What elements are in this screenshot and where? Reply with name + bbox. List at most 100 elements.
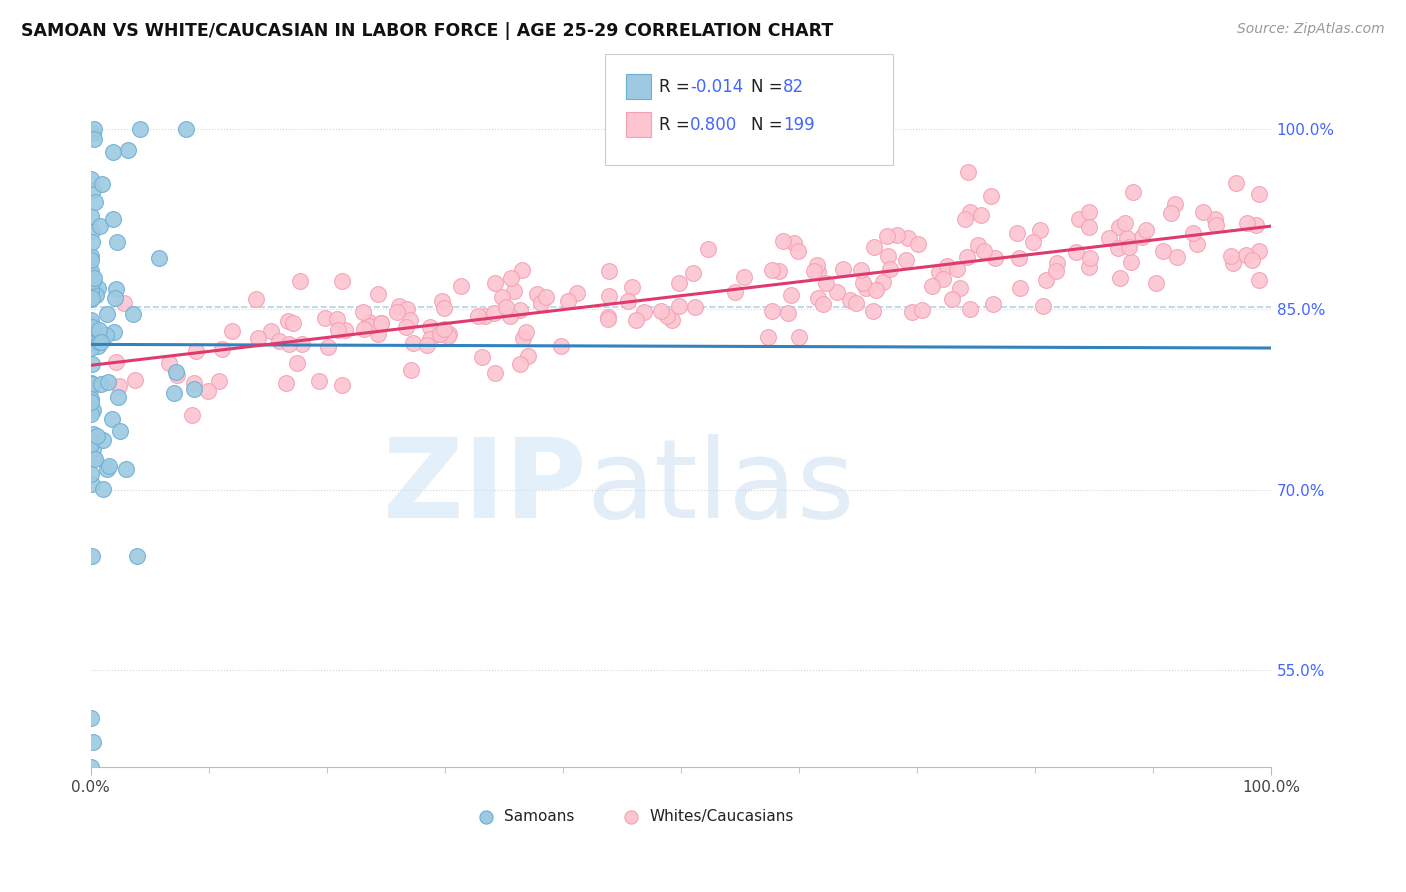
Point xyxy=(416,338,439,352)
Point xyxy=(825,285,848,299)
Point xyxy=(811,297,834,311)
Point xyxy=(82,183,104,197)
Point xyxy=(87,280,110,294)
Point xyxy=(246,331,269,345)
Text: 0.800: 0.800 xyxy=(690,116,738,134)
Point xyxy=(1008,251,1031,265)
Point xyxy=(515,326,537,340)
Point xyxy=(277,314,299,328)
Point xyxy=(427,326,450,341)
Text: 199: 199 xyxy=(783,116,814,134)
Point xyxy=(163,385,186,400)
Point xyxy=(509,302,531,317)
Text: Samoans: Samoans xyxy=(503,809,574,824)
Point xyxy=(724,285,747,300)
Point xyxy=(733,269,755,284)
Point xyxy=(87,335,110,350)
Point xyxy=(316,341,339,355)
Point xyxy=(86,339,108,353)
Point xyxy=(499,271,522,285)
Point xyxy=(865,284,887,298)
Text: Source: ZipAtlas.com: Source: ZipAtlas.com xyxy=(1237,22,1385,37)
Point xyxy=(1135,223,1157,237)
Point xyxy=(108,424,131,438)
Point xyxy=(776,306,799,320)
Point xyxy=(1005,226,1028,240)
Point xyxy=(779,288,801,302)
Point xyxy=(668,276,690,290)
Point xyxy=(80,357,103,371)
Point xyxy=(567,286,589,301)
Point xyxy=(949,281,972,295)
Point xyxy=(80,171,103,186)
Point xyxy=(79,323,101,337)
Point xyxy=(419,320,441,334)
Point xyxy=(96,461,118,475)
Point xyxy=(981,297,1004,311)
Point xyxy=(353,322,375,336)
Point xyxy=(288,274,311,288)
Point xyxy=(326,311,349,326)
Point xyxy=(370,317,392,331)
Point xyxy=(1010,281,1032,295)
Point xyxy=(89,219,111,233)
Point xyxy=(1116,230,1139,244)
Point xyxy=(1078,205,1101,219)
Point xyxy=(655,310,678,324)
Point xyxy=(1122,186,1144,200)
Point xyxy=(650,304,672,318)
Point xyxy=(107,390,129,404)
Point xyxy=(598,289,620,303)
Point xyxy=(1191,205,1213,219)
Text: Whites/Caucasians: Whites/Caucasians xyxy=(650,809,793,824)
Point xyxy=(82,442,104,457)
Point xyxy=(86,429,108,443)
Point xyxy=(495,300,517,314)
Point xyxy=(1132,230,1154,244)
Point xyxy=(1144,276,1167,290)
Point xyxy=(1064,244,1087,259)
Point xyxy=(845,295,868,310)
Point xyxy=(370,317,392,331)
Point xyxy=(787,329,810,343)
Point xyxy=(180,408,202,422)
Point xyxy=(80,249,103,263)
Point xyxy=(402,336,425,351)
Point xyxy=(183,382,205,396)
Point xyxy=(105,235,128,250)
Point xyxy=(787,244,810,258)
Point xyxy=(429,326,451,341)
Point xyxy=(112,295,135,310)
Point xyxy=(1234,248,1257,262)
Point xyxy=(879,261,901,276)
Point xyxy=(148,251,170,265)
Point xyxy=(956,164,979,178)
Text: R =: R = xyxy=(659,116,696,134)
Point xyxy=(901,304,924,318)
Point xyxy=(1249,244,1271,258)
Point xyxy=(80,341,103,355)
Point xyxy=(94,328,117,343)
Point xyxy=(330,378,353,392)
Point xyxy=(849,263,872,277)
Point xyxy=(80,224,103,238)
Point xyxy=(768,264,790,278)
Point xyxy=(419,332,441,346)
Point xyxy=(557,293,579,308)
Point xyxy=(115,462,138,476)
Point xyxy=(838,293,860,307)
Point xyxy=(399,363,422,377)
Point xyxy=(1163,196,1185,211)
Point xyxy=(697,242,720,256)
Point xyxy=(474,309,496,323)
Point xyxy=(877,249,900,263)
Point xyxy=(807,265,830,279)
Point xyxy=(1205,219,1227,233)
Point xyxy=(1152,244,1174,259)
Point xyxy=(385,305,408,319)
Point xyxy=(491,290,513,304)
Point xyxy=(80,436,103,450)
Point xyxy=(291,337,314,351)
Point xyxy=(89,323,111,337)
Point xyxy=(281,316,304,330)
